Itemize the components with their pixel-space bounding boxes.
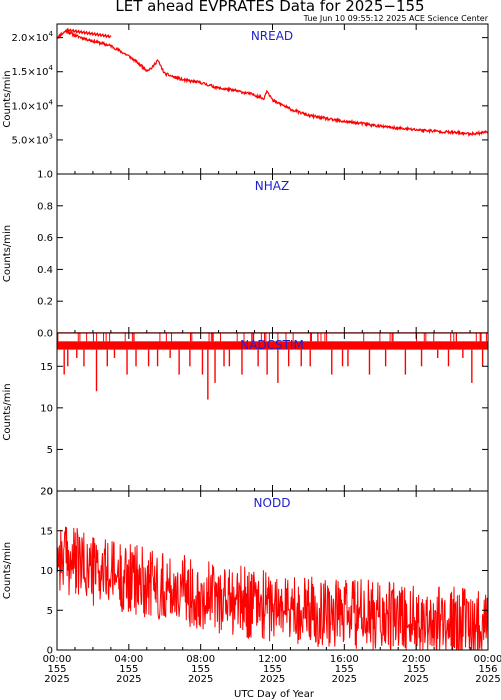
panel-nadcstim: 0 5 10 15 Counts/min NADCSTIM (2, 332, 489, 498)
x-tick-time: 08:00 (186, 654, 215, 665)
y-tick-label: 1.5×104 (12, 64, 54, 78)
y-axis-label: Counts/min (2, 383, 13, 440)
y-tick-label: 0 (47, 487, 53, 498)
x-tick-doy: 155 (263, 664, 282, 675)
x-tick-year: 2025 (44, 674, 69, 685)
series-group (57, 27, 488, 138)
x-tick-doy: 155 (47, 664, 66, 675)
y-tick-label: 15 (40, 362, 53, 373)
x-axis-label: UTC Day of Year (234, 689, 315, 700)
x-tick-doy: 156 (478, 664, 497, 675)
y-tick-label: 0 (47, 646, 53, 657)
y-tick-exponent: 4 (49, 98, 54, 106)
y-tick-label: 0.0 (37, 329, 53, 340)
y-tick-label: 10 (40, 566, 53, 577)
chart-title: LET ahead EVPRATES Data for 2025−155 (115, 0, 424, 15)
y-tick-label: 5.0×103 (12, 132, 53, 146)
panel-title: NADCSTIM (240, 338, 304, 352)
timestamp: Tue Jun 10 09:55:12 2025 ACE Science Cen… (303, 14, 489, 23)
y-axis-label: Counts/min (2, 542, 13, 599)
y-tick-label: 5 (47, 606, 53, 617)
series-nodd-line (57, 526, 488, 650)
x-tick-time: 12:00 (258, 654, 287, 665)
y-tick-label: 0.2 (37, 297, 53, 308)
x-tick-year: 2025 (332, 674, 357, 685)
x-tick-time: 20:00 (402, 654, 431, 665)
series-nread-line (57, 29, 488, 138)
x-tick-doy: 155 (191, 664, 210, 675)
y-tick-mantissa: 2.0×10 (12, 33, 49, 44)
y-tick-label: 10 (40, 403, 53, 414)
y-tick-label: 20 (40, 487, 53, 498)
x-tick-time: 04:00 (114, 654, 143, 665)
y-tick-mantissa: 1.0×10 (12, 101, 49, 112)
plot-frame (56, 173, 489, 334)
y-axis-label: Counts/min (2, 70, 13, 127)
series-nadcstim-band (57, 341, 488, 350)
panel-title: NREAD (251, 29, 293, 43)
series-group (57, 526, 488, 650)
x-tick-year: 2025 (475, 674, 500, 685)
x-tick-year: 2025 (116, 674, 141, 685)
panels: 5.0×1031.0×1041.5×1042.0×104Counts/minNR… (2, 23, 489, 657)
x-tick-time: 16:00 (330, 654, 359, 665)
y-tick-label: 0.4 (37, 265, 53, 276)
x-tick-doy: 155 (119, 664, 138, 675)
plot-frame (56, 332, 489, 492)
time-axis: 00:00155202504:00155202508:00155202512:0… (43, 654, 501, 685)
x-tick-year: 2025 (188, 674, 213, 685)
x-tick-year: 2025 (260, 674, 285, 685)
panel-title: NHAZ (255, 179, 289, 193)
x-tick-doy: 155 (335, 664, 354, 675)
panel-nodd: 0 5 10 15 20 Counts/min NODD (2, 487, 489, 657)
y-tick-mantissa: 5.0×10 (12, 135, 49, 146)
x-tick-time: 00:00 (43, 654, 72, 665)
y-axis-label: Counts/min (2, 225, 13, 282)
y-tick-exponent: 3 (49, 132, 53, 140)
panel-nread: 5.0×1031.0×1041.5×1042.0×104Counts/minNR… (2, 23, 489, 175)
y-tick-label: 15 (40, 526, 53, 537)
panel-title: NODD (254, 496, 291, 510)
series-group (57, 333, 488, 400)
y-tick-label: 1.0×104 (12, 98, 54, 112)
x-tick-doy: 155 (407, 664, 426, 675)
y-tick-mantissa: 1.5×10 (12, 67, 49, 78)
y-tick-exponent: 4 (49, 30, 54, 38)
y-tick-label: 5 (47, 445, 53, 456)
y-tick-label: 1.0 (37, 170, 53, 181)
panel-nhaz: 0.0 0.2 0.4 0.6 0.8 1.0 Counts/min NHAZ (2, 170, 489, 340)
y-tick-label: 2.0×104 (12, 30, 54, 44)
y-tick-label: 0.8 (37, 201, 53, 212)
x-tick-year: 2025 (403, 674, 428, 685)
series-nread-peak (65, 27, 112, 39)
y-tick-label: 0.6 (37, 233, 53, 244)
y-tick-exponent: 4 (49, 64, 54, 72)
x-tick-time: 00:00 (474, 654, 501, 665)
